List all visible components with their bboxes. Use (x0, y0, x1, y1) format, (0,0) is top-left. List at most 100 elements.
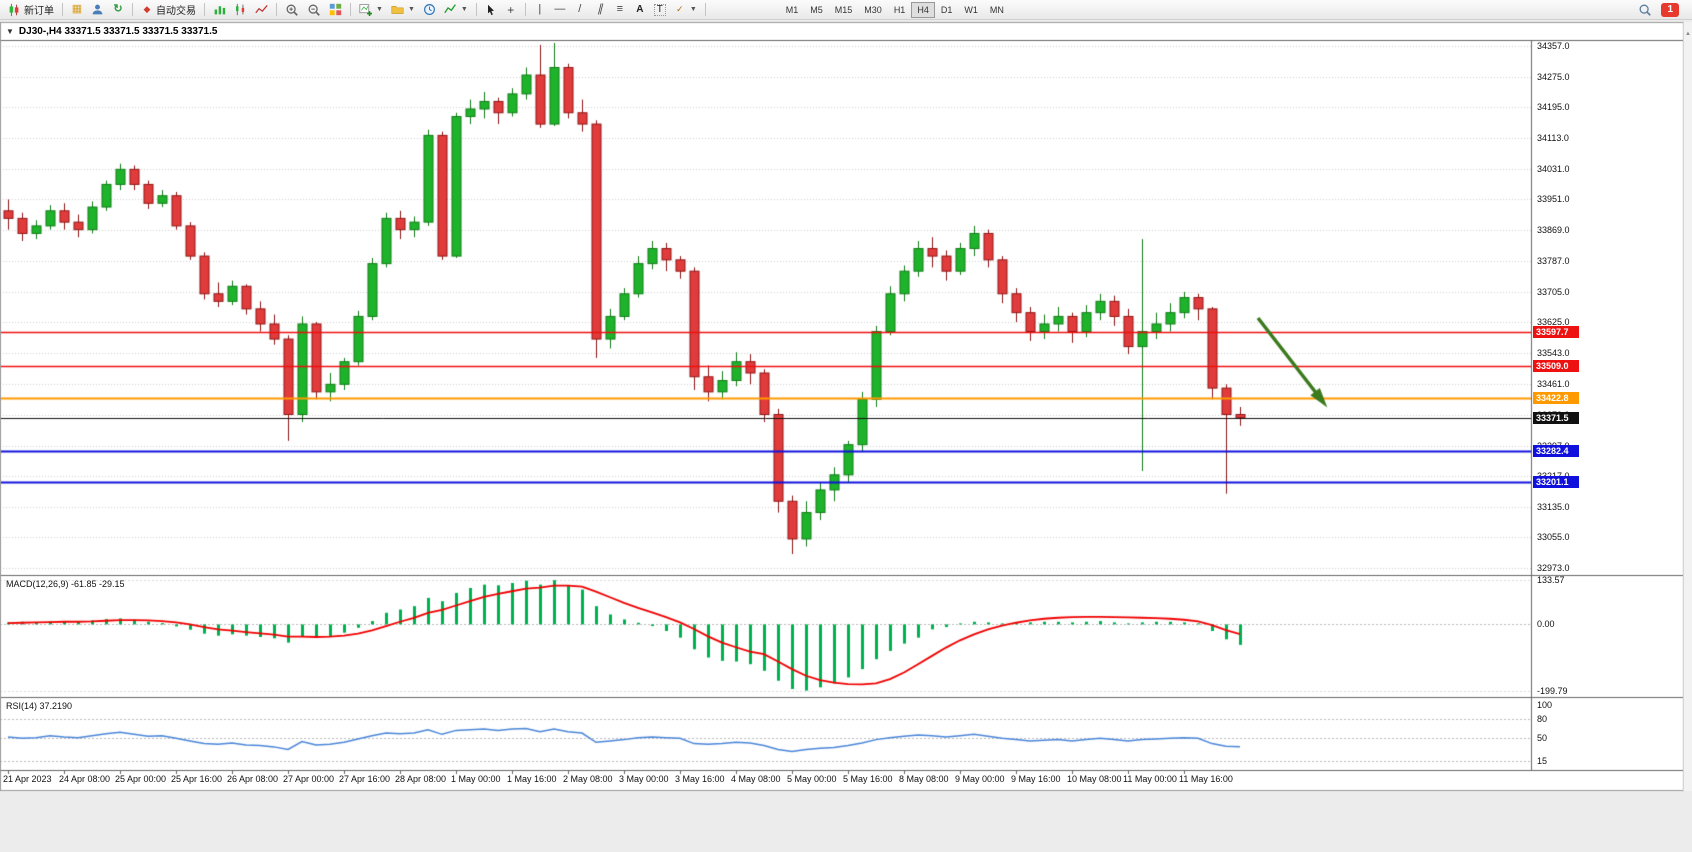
indicators-button[interactable]: ▼ (440, 1, 472, 19)
timeframe-M15[interactable]: M15 (829, 2, 859, 18)
line-chart-button[interactable] (251, 1, 272, 19)
timeframe-M1[interactable]: M1 (780, 2, 805, 18)
time-axis-label: 3 May 16:00 (675, 774, 725, 784)
toolbar-separator (704, 3, 706, 16)
price-axis-label: 32973.0 (1537, 563, 1570, 573)
market-watch-icon: ▦ (71, 3, 83, 15)
zoom-out-icon (307, 3, 321, 17)
timeframe-W1[interactable]: W1 (958, 2, 984, 18)
profiles-button[interactable]: ▼ (387, 1, 419, 19)
search-icon (1638, 3, 1652, 17)
price-axis-label: 33787.0 (1537, 256, 1570, 266)
vertical-line-tool-button[interactable]: | (530, 1, 550, 19)
new-chart-icon (359, 3, 372, 16)
price-axis-label: 33543.0 (1537, 348, 1570, 358)
market-watch-button[interactable]: ▦ (67, 1, 87, 19)
indicators-icon (444, 3, 457, 16)
dropdown-caret-icon: ▼ (376, 6, 383, 13)
trendline-tool-button[interactable]: / (570, 1, 590, 19)
new-chart-button[interactable]: ▼ (355, 1, 387, 19)
time-axis-label: 4 May 08:00 (731, 774, 781, 784)
toolbar-separator (276, 3, 277, 16)
navigator-button[interactable] (87, 1, 108, 19)
time-axis-label: 28 Apr 08:00 (395, 774, 447, 784)
text-icon: A (636, 3, 644, 15)
horizontal-line-tool-button[interactable]: — (550, 1, 570, 19)
timeframe-H4[interactable]: H4 (911, 1, 935, 18)
clock-button[interactable] (419, 1, 440, 19)
new-order-label: 新订单 (24, 6, 54, 17)
time-axis-label: 2 May 08:00 (563, 774, 613, 784)
timeframe-H1[interactable]: H1 (888, 2, 912, 18)
time-axis-label: 8 May 08:00 (899, 774, 949, 784)
price-axis-label: 33705.0 (1537, 287, 1570, 297)
autotrading-button[interactable]: ◆ 自动交易 (137, 1, 200, 19)
text-tool-button[interactable]: A (630, 1, 650, 19)
tile-windows-button[interactable] (325, 1, 346, 19)
time-axis-label: 27 Apr 16:00 (339, 774, 391, 784)
rsi-axis-label: 15 (1537, 756, 1548, 766)
toolbar-separator (62, 3, 63, 16)
price-badge: 33422.8 (1533, 392, 1579, 404)
toolbar-separator (204, 3, 205, 16)
zoom-in-button[interactable] (281, 1, 303, 19)
arrows-icon: ✓ (676, 4, 684, 14)
chart-title: DJ30-,H4 33371.5 33371.5 33371.5 33371.5 (18, 26, 218, 37)
scroll-up-icon: ▲ (1685, 31, 1691, 37)
vertical-line-icon: | (538, 3, 542, 15)
refresh-button[interactable]: ↻ (108, 1, 128, 19)
timeframe-M30[interactable]: M30 (858, 2, 888, 18)
timeframe-M5[interactable]: M5 (804, 2, 829, 18)
rsi-axis-label: 100 (1537, 700, 1553, 710)
crosshair-button[interactable]: + (501, 1, 521, 19)
notification-badge[interactable]: 1 (1661, 2, 1679, 17)
dropdown-caret-icon: ▼ (689, 6, 697, 13)
price-axis-label: 34031.0 (1537, 164, 1570, 174)
text-label-icon: T (653, 3, 666, 16)
shapes-tool-button[interactable]: ✓ ▼ (670, 1, 701, 19)
toolbar-separator (475, 3, 477, 16)
fibonacci-tool-button[interactable]: ≡ (610, 1, 630, 19)
new-order-button[interactable]: 新订单 (3, 1, 58, 19)
crosshair-icon: + (507, 2, 515, 17)
candlestick-chart-icon (234, 3, 247, 16)
time-axis-label: 10 May 08:00 (1067, 774, 1122, 784)
timeframe-MN[interactable]: MN (984, 2, 1010, 18)
new-order-icon (7, 3, 21, 17)
rsi-axis-label: 50 (1537, 733, 1548, 743)
vertical-scrollbar[interactable]: ▲ (1683, 22, 1692, 791)
one-click-trading-toggle[interactable]: ▼ (6, 27, 14, 36)
price-axis-label: 33135.0 (1537, 502, 1570, 512)
time-axis-label: 9 May 00:00 (955, 774, 1005, 784)
cursor-button[interactable] (481, 1, 501, 19)
candlestick-chart-button[interactable] (230, 1, 251, 19)
bar-chart-button[interactable] (209, 1, 230, 19)
cursor-icon (485, 4, 497, 16)
macd-indicator-label: MACD(12,26,9) -61.85 -29.15 (6, 579, 125, 589)
rsi-indicator-label: RSI(14) 37.2190 (6, 701, 73, 711)
toolbar-separator (132, 3, 133, 16)
zoom-out-button[interactable] (303, 1, 325, 19)
time-axis-label: 24 Apr 08:00 (59, 774, 111, 784)
toolbar: 新订单 ▦ ↻ ◆ 自动交易 ▼ ▼ ▼ + | — / ∥ ≡ A T ✓ ▼ … (0, 0, 1692, 20)
price-axis-label: 34275.0 (1537, 72, 1570, 82)
time-axis-label: 1 May 00:00 (451, 774, 501, 784)
time-axis-label: 9 May 16:00 (1011, 774, 1061, 784)
toolbar-right: 1 (1634, 1, 1689, 19)
price-badge: 33201.1 (1533, 476, 1579, 488)
search-button[interactable] (1634, 1, 1656, 19)
price-axis-label: 34195.0 (1537, 102, 1570, 112)
macd-axis-label: 133.57 (1537, 575, 1565, 585)
price-axis-label: 33055.0 (1537, 532, 1570, 542)
channel-tool-button[interactable]: ∥ (590, 1, 610, 19)
timeframe-D1[interactable]: D1 (935, 2, 959, 18)
dropdown-caret-icon: ▼ (460, 6, 468, 13)
label-tool-button[interactable]: T (650, 1, 670, 19)
horizontal-line-icon: — (554, 3, 566, 15)
macd-axis-label: 0.00 (1537, 619, 1555, 629)
price-axis-label: 34113.0 (1537, 133, 1569, 143)
price-badge: 33282.4 (1533, 445, 1579, 457)
price-badge: 33597.7 (1533, 326, 1579, 338)
bar-chart-icon (213, 3, 226, 16)
